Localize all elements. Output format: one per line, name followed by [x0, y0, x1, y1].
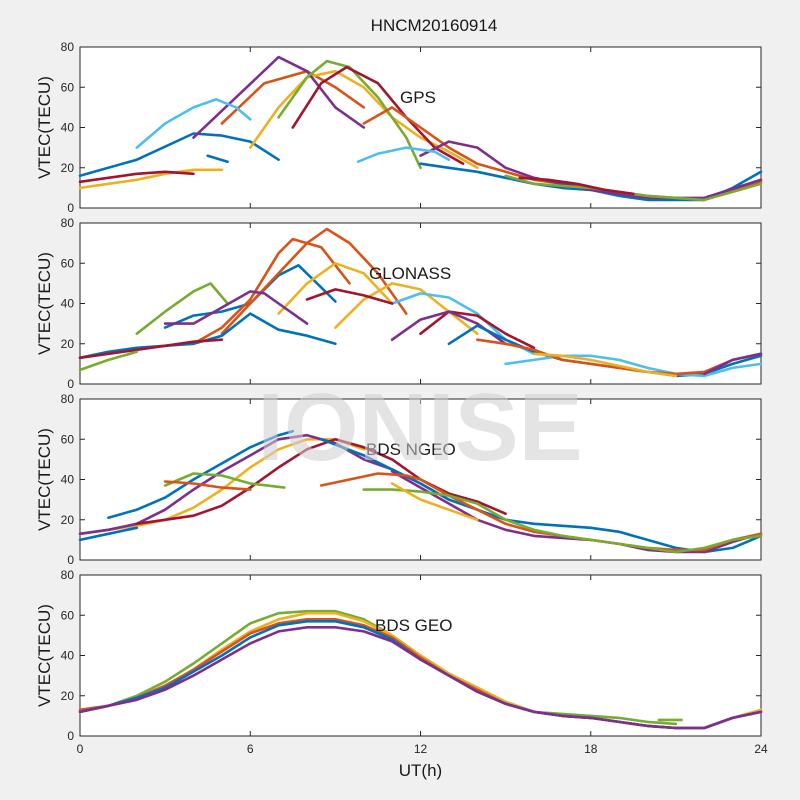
- y-tick-label: 20: [61, 513, 75, 527]
- series-line-1: [192, 237, 351, 346]
- series-line-8: [163, 480, 252, 491]
- series-line-10: [78, 170, 195, 184]
- panel-2: 0 20 40 60 80 VTEC(TECU) BDS NGEO: [35, 392, 763, 567]
- y-tick-label: 40: [61, 649, 75, 663]
- panel-3: 0 20 40 60 80 0 6 12 18 24 VTEC(TECU) BDS GEO UT(h): [35, 568, 768, 780]
- series-line-16: [532, 352, 678, 378]
- series-line-14: [518, 176, 635, 196]
- series-line-3: [277, 261, 394, 315]
- y-tick-label: 80: [61, 40, 75, 54]
- series-line-14: [78, 350, 139, 372]
- y-tick-label: 60: [61, 608, 75, 622]
- panel-label: BDS NGEO: [366, 440, 456, 459]
- series-line-6: [334, 282, 479, 336]
- y-tick-label: 60: [61, 256, 75, 270]
- series-line-9: [362, 488, 763, 554]
- series-line-5: [135, 98, 252, 149]
- y-tick-label: 0: [67, 553, 74, 567]
- panel-1: 0 20 40 60 80 VTEC(TECU) GLONASS: [35, 216, 763, 391]
- panel-label: GLONASS: [369, 264, 451, 283]
- series-line-17: [702, 352, 763, 376]
- series-line-18: [305, 288, 394, 305]
- x-tick-label: 0: [77, 742, 84, 756]
- x-tick-label: 24: [754, 742, 768, 756]
- series-line-4: [277, 59, 422, 170]
- series-line-4: [135, 282, 229, 336]
- y-tick-label: 40: [61, 121, 75, 135]
- y-tick-label: 80: [61, 216, 75, 230]
- panel-label: GPS: [400, 88, 436, 107]
- y-tick-label: 60: [61, 432, 75, 446]
- watermark: IONISE: [257, 374, 582, 481]
- series-line-8: [419, 310, 536, 350]
- series-line-3: [135, 437, 507, 526]
- y-tick-label: 20: [61, 161, 75, 175]
- series-line-5: [163, 290, 309, 325]
- series-line-0: [107, 429, 295, 520]
- series-line-10: [390, 482, 479, 522]
- x-tick-label: 6: [247, 742, 254, 756]
- series-line-0: [78, 132, 280, 178]
- x-axis-label: UT(h): [399, 761, 442, 780]
- series-line-11: [78, 526, 139, 542]
- y-tick-label: 80: [61, 392, 75, 406]
- series-line-2: [220, 227, 408, 336]
- y-tick-label: 60: [61, 80, 75, 94]
- series-line-13: [504, 354, 763, 378]
- series-line-15: [206, 154, 229, 163]
- y-axis-label: VTEC(TECU): [35, 76, 54, 179]
- series-line-12: [356, 146, 451, 163]
- y-tick-label: 20: [61, 689, 75, 703]
- series-line-1: [78, 437, 366, 536]
- y-tick-label: 40: [61, 297, 75, 311]
- y-axis-label: VTEC(TECU): [35, 252, 54, 355]
- y-tick-label: 0: [67, 201, 74, 215]
- y-axis-label: VTEC(TECU): [35, 604, 54, 707]
- x-tick-label: 12: [414, 742, 428, 756]
- x-tick-label: 18: [584, 742, 598, 756]
- figure-title: HNCM20160914: [371, 16, 498, 35]
- y-tick-label: 80: [61, 568, 75, 582]
- y-axis-label: VTEC(TECU): [35, 428, 54, 531]
- panel-label: BDS GEO: [375, 616, 452, 635]
- y-tick-label: 20: [61, 337, 75, 351]
- series-line-7: [163, 472, 286, 489]
- y-tick-label: 0: [67, 377, 74, 391]
- series-line-9: [78, 168, 224, 190]
- y-tick-label: 0: [67, 729, 74, 743]
- series-line-4: [78, 625, 763, 730]
- y-tick-label: 40: [61, 473, 75, 487]
- panel-0: 0 20 40 60 80 VTEC(TECU) GPS: [35, 40, 763, 215]
- plot-area: [79, 222, 762, 385]
- series-line-12: [78, 338, 224, 360]
